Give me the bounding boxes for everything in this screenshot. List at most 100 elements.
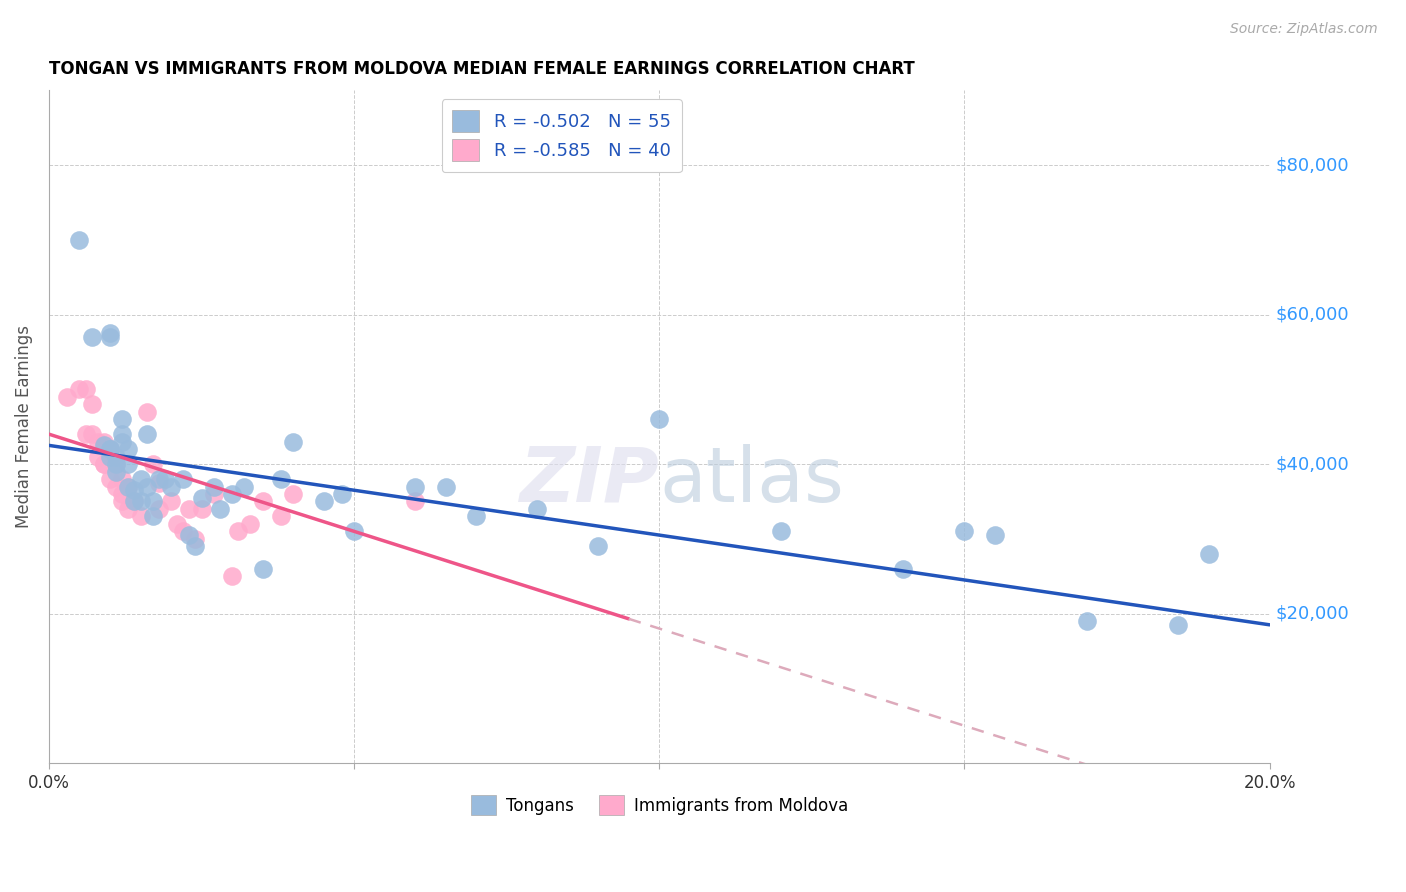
Point xyxy=(160,494,183,508)
Point xyxy=(281,487,304,501)
Point xyxy=(93,434,115,449)
Point xyxy=(105,479,128,493)
Point xyxy=(117,442,139,457)
Point xyxy=(160,479,183,493)
Point xyxy=(343,524,366,539)
Point xyxy=(75,427,97,442)
Point xyxy=(98,330,121,344)
Text: $80,000: $80,000 xyxy=(1275,156,1350,174)
Point xyxy=(148,502,170,516)
Point xyxy=(233,479,256,493)
Point xyxy=(208,502,231,516)
Point xyxy=(98,442,121,457)
Point xyxy=(129,509,152,524)
Point xyxy=(1167,617,1189,632)
Point xyxy=(770,524,793,539)
Point xyxy=(129,494,152,508)
Point xyxy=(87,434,110,449)
Point xyxy=(111,434,134,449)
Point xyxy=(98,442,121,457)
Point xyxy=(75,382,97,396)
Point xyxy=(111,427,134,442)
Point xyxy=(135,405,157,419)
Point xyxy=(80,397,103,411)
Text: TONGAN VS IMMIGRANTS FROM MOLDOVA MEDIAN FEMALE EARNINGS CORRELATION CHART: TONGAN VS IMMIGRANTS FROM MOLDOVA MEDIAN… xyxy=(49,60,915,78)
Point xyxy=(153,472,176,486)
Point xyxy=(1076,614,1098,628)
Point xyxy=(281,434,304,449)
Point xyxy=(93,457,115,471)
Point xyxy=(172,472,194,486)
Point xyxy=(98,472,121,486)
Point xyxy=(588,539,610,553)
Point xyxy=(117,502,139,516)
Point xyxy=(226,524,249,539)
Point xyxy=(93,438,115,452)
Point xyxy=(404,494,426,508)
Point xyxy=(105,450,128,464)
Point xyxy=(117,479,139,493)
Point xyxy=(270,509,292,524)
Point xyxy=(69,233,91,247)
Point xyxy=(270,472,292,486)
Point xyxy=(179,502,201,516)
Point xyxy=(984,528,1007,542)
Point xyxy=(148,472,170,486)
Point xyxy=(221,569,243,583)
Point xyxy=(124,494,146,508)
Point xyxy=(239,516,262,531)
Point xyxy=(105,465,128,479)
Point xyxy=(80,330,103,344)
Text: $20,000: $20,000 xyxy=(1275,605,1350,623)
Point xyxy=(135,427,157,442)
Text: $60,000: $60,000 xyxy=(1275,306,1350,324)
Point xyxy=(69,382,91,396)
Point xyxy=(135,479,157,493)
Text: ZIP: ZIP xyxy=(520,443,659,517)
Point xyxy=(117,457,139,471)
Point xyxy=(142,457,165,471)
Point xyxy=(330,487,353,501)
Point xyxy=(202,479,225,493)
Point xyxy=(190,491,212,505)
Point xyxy=(87,450,110,464)
Point xyxy=(184,539,207,553)
Point xyxy=(953,524,976,539)
Point xyxy=(190,502,212,516)
Point xyxy=(148,475,170,490)
Point xyxy=(111,494,134,508)
Point xyxy=(434,479,457,493)
Point xyxy=(98,442,121,457)
Point xyxy=(111,472,134,486)
Point xyxy=(142,509,165,524)
Point xyxy=(98,450,121,464)
Point xyxy=(166,516,188,531)
Point xyxy=(202,487,225,501)
Point xyxy=(98,326,121,341)
Point xyxy=(111,487,134,501)
Point xyxy=(129,472,152,486)
Legend: Tongans, Immigrants from Moldova: Tongans, Immigrants from Moldova xyxy=(464,789,855,822)
Point xyxy=(124,494,146,508)
Text: $40,000: $40,000 xyxy=(1275,455,1350,473)
Point xyxy=(252,494,274,508)
Point xyxy=(221,487,243,501)
Text: Source: ZipAtlas.com: Source: ZipAtlas.com xyxy=(1230,22,1378,37)
Point xyxy=(648,412,671,426)
Text: atlas: atlas xyxy=(659,443,844,517)
Point xyxy=(172,524,194,539)
Point xyxy=(93,457,115,471)
Point xyxy=(105,457,128,471)
Point xyxy=(105,457,128,471)
Point xyxy=(893,562,915,576)
Point xyxy=(526,502,548,516)
Point xyxy=(142,494,165,508)
Point xyxy=(312,494,335,508)
Point xyxy=(179,528,201,542)
Point xyxy=(184,532,207,546)
Point xyxy=(111,412,134,426)
Point xyxy=(56,390,79,404)
Point xyxy=(1198,547,1220,561)
Point xyxy=(404,479,426,493)
Point xyxy=(124,483,146,498)
